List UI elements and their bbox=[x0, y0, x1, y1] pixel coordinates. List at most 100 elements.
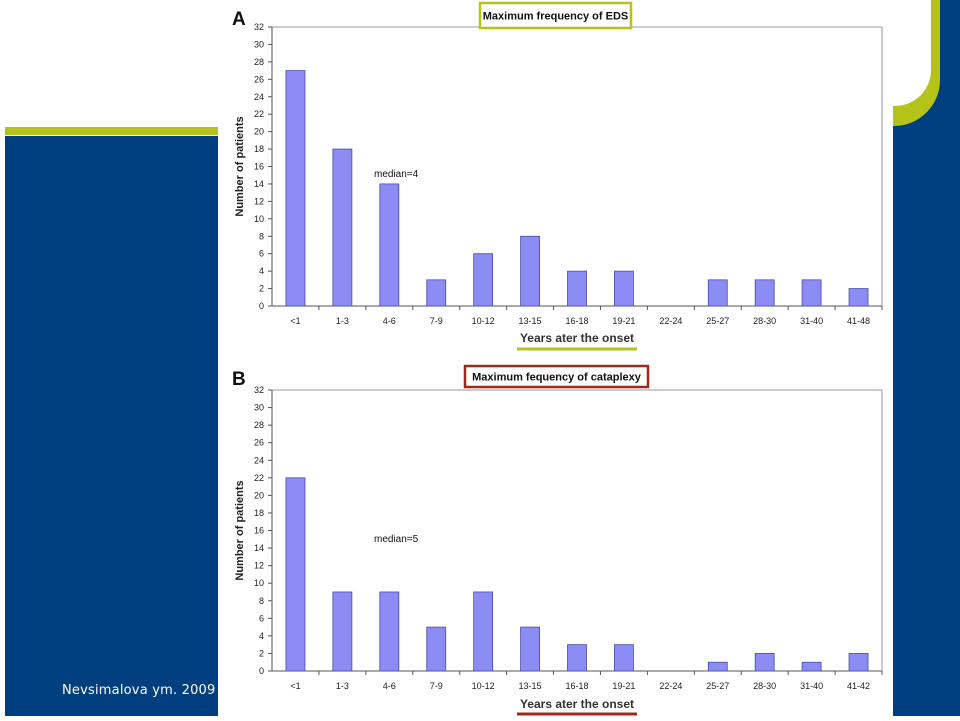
x-tick-label: 25-27 bbox=[706, 681, 729, 691]
bar bbox=[379, 183, 400, 307]
y-tick-label: 24 bbox=[254, 92, 264, 102]
figure: 0 2 4 6 8 10 12 14 16 18 20 22 24 26 28 30 32 <1 1-3 4-6 7-9… bbox=[219, 0, 892, 716]
bar bbox=[567, 644, 587, 672]
left-green-stripe bbox=[5, 127, 218, 135]
y-tick-label: 26 bbox=[254, 438, 264, 448]
median-annotation: median=4 bbox=[374, 169, 419, 180]
y-tick-label: 30 bbox=[254, 39, 264, 49]
x-tick-label: 13-15 bbox=[519, 316, 542, 326]
bar bbox=[567, 270, 587, 307]
x-tick-label: 1-3 bbox=[336, 681, 349, 691]
bar bbox=[379, 591, 400, 672]
y-tick-label: 4 bbox=[259, 631, 264, 641]
bar bbox=[473, 591, 494, 672]
x-tick-label: 19-21 bbox=[612, 316, 635, 326]
plot-area-A bbox=[271, 26, 883, 307]
right-white-curve bbox=[893, 0, 931, 106]
x-axis-label: Years ater the onset bbox=[520, 697, 634, 711]
x-axis-label: Years ater the onset bbox=[520, 331, 634, 345]
bar bbox=[707, 279, 728, 307]
y-tick-label: 30 bbox=[254, 403, 264, 413]
y-tick-label: 18 bbox=[254, 144, 264, 154]
x-tick-label: 31-40 bbox=[800, 316, 823, 326]
bar bbox=[332, 591, 353, 672]
x-tick-label: 25-27 bbox=[706, 316, 729, 326]
x-tick-label: 7-9 bbox=[430, 316, 443, 326]
bar bbox=[426, 279, 447, 307]
y-tick-label: 20 bbox=[254, 490, 264, 500]
y-tick-label: 26 bbox=[254, 74, 264, 84]
chart-title: Maximum frequency of EDS bbox=[483, 11, 628, 23]
y-tick-label: 8 bbox=[259, 596, 264, 606]
y-tick-label: 10 bbox=[254, 214, 264, 224]
x-tick-label: 1-3 bbox=[336, 316, 349, 326]
bar bbox=[707, 661, 728, 672]
title-box bbox=[478, 1, 633, 30]
panel-label: A bbox=[232, 9, 246, 30]
y-axis-label: Number of patients bbox=[234, 116, 246, 216]
x-tick-label: 16-18 bbox=[565, 316, 588, 326]
bar bbox=[754, 653, 775, 672]
y-tick-label: 2 bbox=[259, 648, 264, 658]
bar bbox=[473, 253, 494, 307]
bar bbox=[801, 661, 822, 672]
x-tick-label: 4-6 bbox=[383, 316, 396, 326]
left-blue-panel bbox=[5, 136, 218, 716]
bar bbox=[520, 626, 540, 672]
y-tick-label: 18 bbox=[254, 508, 264, 518]
bar bbox=[801, 279, 822, 307]
x-tick-label: 19-21 bbox=[612, 681, 635, 691]
y-tick-label: 12 bbox=[254, 561, 264, 571]
bar bbox=[332, 148, 353, 307]
bar bbox=[754, 279, 775, 307]
y-tick-label: 24 bbox=[254, 455, 264, 465]
x-tick-label: 31-40 bbox=[800, 681, 823, 691]
bar bbox=[285, 477, 306, 672]
y-tick-label: 12 bbox=[254, 196, 264, 206]
x-tick-label: <1 bbox=[290, 681, 300, 691]
y-tick-label: 14 bbox=[254, 179, 264, 189]
x-tick-label: 28-30 bbox=[753, 681, 776, 691]
bar bbox=[614, 644, 634, 672]
y-tick-label: 32 bbox=[254, 22, 264, 32]
x-tick-label: 4-6 bbox=[383, 681, 396, 691]
plot-area-B bbox=[271, 389, 883, 672]
y-tick-label: 6 bbox=[259, 613, 264, 623]
title-box bbox=[463, 364, 650, 389]
y-tick-label: 16 bbox=[254, 162, 264, 172]
y-tick-label: 4 bbox=[259, 266, 264, 276]
x-tick-label: 10-12 bbox=[472, 316, 495, 326]
y-tick-label: 28 bbox=[254, 57, 264, 67]
y-tick-label: 32 bbox=[254, 385, 264, 395]
y-tick-label: 20 bbox=[254, 127, 264, 137]
y-tick-label: 14 bbox=[254, 543, 264, 553]
bar bbox=[848, 288, 869, 307]
citation: Nevsimalova ym. 2009 bbox=[62, 683, 216, 698]
x-tick-label: 41-42 bbox=[847, 681, 870, 691]
bar bbox=[285, 70, 306, 307]
bar bbox=[520, 235, 540, 307]
y-axis-label: Number of patients bbox=[234, 480, 246, 580]
y-tick-label: 28 bbox=[254, 420, 264, 430]
x-tick-label: 22-24 bbox=[659, 681, 682, 691]
y-tick-label: 10 bbox=[254, 578, 264, 588]
x-tick-label: 13-15 bbox=[519, 681, 542, 691]
y-tick-label: 0 bbox=[259, 301, 264, 311]
x-tick-label: 22-24 bbox=[659, 316, 682, 326]
x-tick-label: 41-48 bbox=[847, 316, 870, 326]
y-tick-label: 2 bbox=[259, 284, 264, 294]
chart-title: Maximum fequency of cataplexy bbox=[472, 372, 642, 384]
bar bbox=[614, 270, 634, 307]
bar bbox=[848, 653, 869, 672]
y-tick-label: 8 bbox=[259, 231, 264, 241]
x-tick-label: <1 bbox=[290, 316, 300, 326]
y-tick-label: 0 bbox=[259, 666, 264, 676]
x-tick-label: 10-12 bbox=[472, 681, 495, 691]
x-tick-label: 7-9 bbox=[430, 681, 443, 691]
x-tick-label: 28-30 bbox=[753, 316, 776, 326]
y-tick-label: 22 bbox=[254, 473, 264, 483]
bar bbox=[426, 626, 447, 672]
y-tick-label: 6 bbox=[259, 249, 264, 259]
